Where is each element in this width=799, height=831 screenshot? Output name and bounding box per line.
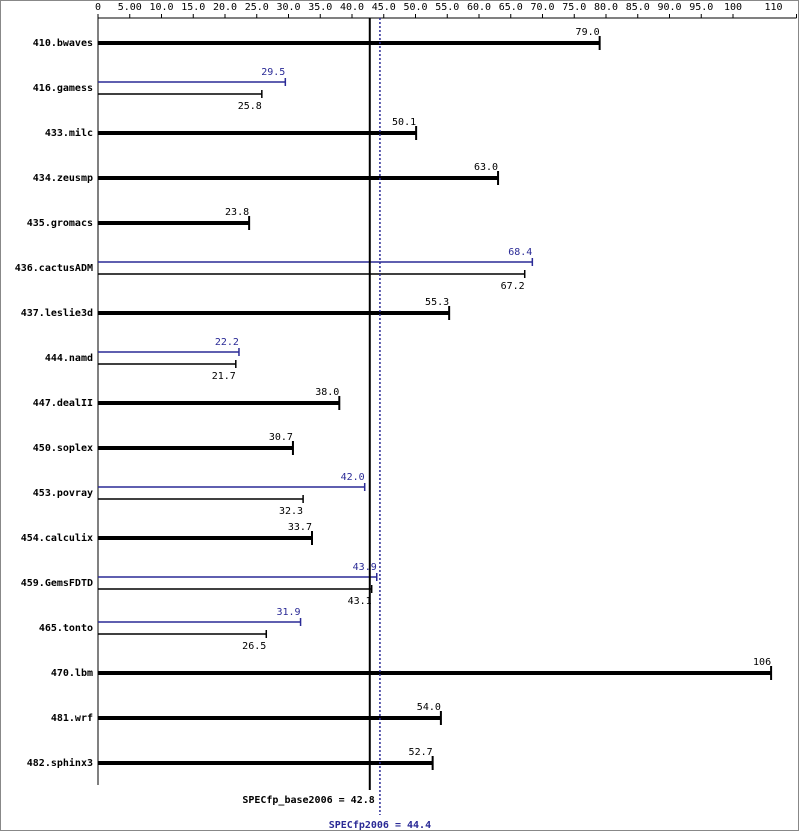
value-label: 68.4 bbox=[508, 247, 532, 258]
category-label: 434.zeusmp bbox=[33, 173, 93, 184]
value-label: 23.8 bbox=[225, 207, 249, 218]
category-label: 454.calculix bbox=[21, 532, 93, 544]
category-label: 433.milc bbox=[45, 127, 93, 139]
category-label: 447.dealII bbox=[33, 398, 93, 409]
category-label: 435.gromacs bbox=[27, 218, 93, 229]
x-tick-label: 40.0 bbox=[340, 2, 364, 13]
x-tick-label: 85.0 bbox=[626, 2, 650, 13]
x-tick-label: 95.0 bbox=[689, 2, 713, 13]
value-label: 38.0 bbox=[315, 387, 339, 398]
x-tick-label: 55.0 bbox=[435, 2, 459, 13]
x-tick-label: 25.0 bbox=[245, 2, 269, 13]
x-tick-label: 110 bbox=[764, 2, 782, 13]
x-tick-label: 45.0 bbox=[372, 2, 396, 13]
category-label: 444.namd bbox=[45, 353, 93, 364]
category-label: 453.povray bbox=[33, 488, 93, 499]
value-label: 25.8 bbox=[238, 101, 262, 112]
category-label: 416.gamess bbox=[33, 83, 93, 94]
value-label: 30.7 bbox=[269, 432, 293, 443]
x-tick-label: 0 bbox=[95, 2, 101, 13]
x-tick-label: 15.0 bbox=[181, 2, 205, 13]
x-tick-label: 60.0 bbox=[467, 2, 491, 13]
category-label: 465.tonto bbox=[39, 623, 93, 634]
x-tick-label: 90.0 bbox=[657, 2, 681, 13]
x-tick-label: 30.0 bbox=[276, 2, 300, 13]
category-label: 481.wrf bbox=[51, 713, 93, 724]
value-label: 42.0 bbox=[341, 472, 365, 483]
value-label: 50.1 bbox=[392, 117, 416, 128]
category-label: 470.lbm bbox=[51, 668, 93, 679]
reference-label: SPECfp2006 = 44.4 bbox=[329, 820, 431, 831]
value-label: 31.9 bbox=[276, 607, 300, 618]
category-label: 450.soplex bbox=[33, 443, 93, 454]
value-label: 79.0 bbox=[576, 27, 600, 38]
x-tick-label: 80.0 bbox=[594, 2, 618, 13]
x-tick-label: 65.0 bbox=[499, 2, 523, 13]
x-tick-label: 35.0 bbox=[308, 2, 332, 13]
x-tick-label: 75.0 bbox=[562, 2, 586, 13]
value-label: 43.9 bbox=[353, 562, 377, 573]
x-tick-label: 5.00 bbox=[118, 2, 142, 13]
value-label: 26.5 bbox=[242, 641, 266, 652]
x-tick-label: 10.0 bbox=[149, 2, 173, 13]
value-label: 106 bbox=[753, 657, 771, 668]
value-label: 63.0 bbox=[474, 162, 498, 173]
value-label: 43.1 bbox=[348, 596, 372, 607]
value-label: 33.7 bbox=[288, 522, 312, 533]
value-label: 32.3 bbox=[279, 506, 303, 517]
x-tick-label: 50.0 bbox=[403, 2, 427, 13]
value-label: 54.0 bbox=[417, 702, 441, 713]
category-label: 436.cactusADM bbox=[15, 263, 93, 274]
x-tick-label: 100 bbox=[724, 2, 742, 13]
value-label: 22.2 bbox=[215, 337, 239, 348]
category-label: 482.sphinx3 bbox=[27, 757, 93, 769]
value-label: 21.7 bbox=[212, 371, 236, 382]
category-label: 410.bwaves bbox=[33, 38, 93, 49]
value-label: 29.5 bbox=[261, 67, 285, 78]
x-tick-label: 70.0 bbox=[530, 2, 554, 13]
value-label: 52.7 bbox=[409, 747, 433, 758]
x-tick-label: 20.0 bbox=[213, 2, 237, 13]
value-label: 55.3 bbox=[425, 297, 449, 308]
category-label: 459.GemsFDTD bbox=[21, 578, 93, 589]
value-label: 67.2 bbox=[501, 281, 525, 292]
category-label: 437.leslie3d bbox=[21, 307, 93, 319]
reference-label: SPECfp_base2006 = 42.8 bbox=[242, 795, 374, 806]
